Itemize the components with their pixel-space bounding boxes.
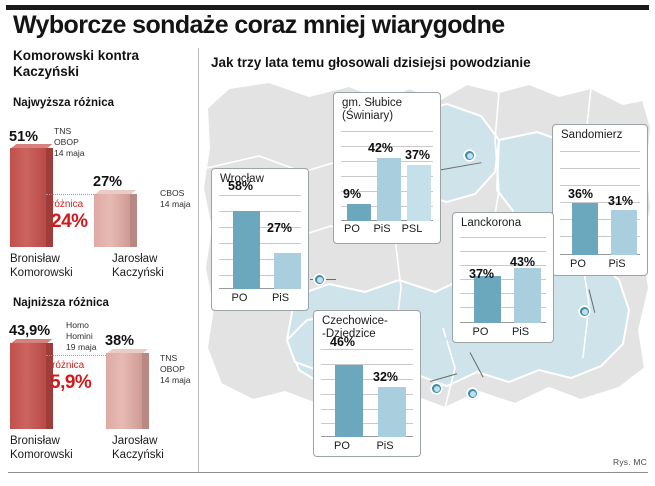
bar-front-face bbox=[10, 148, 46, 247]
bar-po-czechowice bbox=[335, 365, 363, 437]
bar-kaczynski-low bbox=[106, 349, 149, 429]
bar-po-slubice bbox=[347, 204, 371, 221]
diff-value-high: 24% bbox=[51, 211, 88, 232]
right-panel-title: Jak trzy lata temu głosowali dzisiejsi p… bbox=[211, 55, 531, 70]
bar-label-po-lanckorona: 37% bbox=[469, 267, 495, 281]
candidate-name-komorowski-high: Bronisław Komorowski bbox=[10, 253, 73, 280]
bar-front-face bbox=[10, 343, 46, 429]
axis-label-po-czechowice: PO bbox=[334, 440, 350, 452]
axis-label-pis-czechowice: PiS bbox=[376, 440, 394, 452]
bar-value-kaczynski-high: 27% bbox=[93, 174, 123, 190]
chart-box-wroclaw[interactable]: Wrocław 58% 27% PO PiS bbox=[211, 168, 309, 311]
chart-plot-lanckorona: 37% 43% bbox=[460, 237, 546, 323]
bar-side-face bbox=[46, 343, 53, 429]
bar-po-lanckorona bbox=[474, 276, 501, 323]
map-marker-sandomierz[interactable] bbox=[578, 305, 591, 318]
bar-label-pis-wroclaw: 27% bbox=[267, 221, 293, 235]
chart-plot-sandomierz: 36% 31% bbox=[560, 151, 640, 255]
bar-psl-slubice bbox=[407, 165, 431, 221]
bar-label-pis-sandomierz: 31% bbox=[608, 194, 634, 208]
bar-front-face bbox=[94, 194, 130, 247]
diff-label-low: różnica bbox=[52, 360, 85, 371]
candidate-name-kaczynski-high: Jarosław Kaczyński bbox=[112, 253, 164, 280]
bar-komorowski-high bbox=[10, 144, 53, 247]
section-subtitle-lowest: Najniższa różnica bbox=[13, 297, 109, 309]
chart-title-lanckorona: Lanckorona bbox=[461, 217, 522, 229]
bar-label-po-czechowice: 46% bbox=[330, 335, 356, 349]
bar-po-wroclaw bbox=[233, 211, 260, 289]
bar-komorowski-low bbox=[10, 339, 53, 429]
bar-po-sandomierz bbox=[572, 203, 598, 255]
bar-pis-sandomierz bbox=[611, 210, 637, 255]
diff-connector-high bbox=[46, 194, 94, 195]
chart-plot-czechowice: 46% 32% bbox=[321, 335, 413, 437]
bar-value-komorowski-high: 51% bbox=[9, 129, 39, 145]
bar-label-pis-slubice: 42% bbox=[368, 141, 394, 155]
candidate-name-komorowski-low: Bronisław Komorowski bbox=[10, 435, 73, 462]
credit-label: Rys. MC bbox=[613, 457, 647, 467]
axis-label-po-wroclaw: PO bbox=[231, 292, 248, 304]
chart-box-lanckorona[interactable]: Lanckorona 37% 43% PO PiS bbox=[452, 212, 554, 343]
bar-source-komorowski-high: TNS OBOP 14 maja bbox=[54, 126, 85, 158]
chart-box-slubice[interactable]: gm. Słubice (Świniary) 9% 42% 37% PO PiS… bbox=[333, 92, 441, 244]
map-marker-wroclaw[interactable] bbox=[313, 273, 326, 286]
axis-label-po-lanckorona: PO bbox=[472, 326, 489, 338]
bar-label-po-sandomierz: 36% bbox=[568, 187, 594, 201]
left-panel-title: Komorowski kontra Kaczyński bbox=[13, 48, 140, 80]
chart-plot-slubice: 9% 42% 37% bbox=[341, 131, 433, 221]
bar-label-pis-czechowice: 32% bbox=[373, 370, 399, 384]
axis-label-pis-sandomierz: PiS bbox=[608, 258, 626, 270]
axis-label-pis-slubice: PiS bbox=[373, 223, 391, 235]
map-marker-slubice[interactable] bbox=[463, 149, 476, 162]
bar-source-kaczynski-low: TNS OBOP 14 maja bbox=[160, 353, 191, 385]
bar-source-komorowski-low: Homo Homini 19 maja bbox=[66, 320, 97, 352]
panel-divider bbox=[198, 48, 199, 473]
bar-side-face bbox=[142, 353, 149, 429]
chart-title-slubice: gm. Słubice (Świniary) bbox=[342, 97, 403, 122]
bar-value-kaczynski-low: 38% bbox=[105, 333, 135, 349]
axis-label-po-sandomierz: PO bbox=[570, 258, 586, 270]
bottom-rule bbox=[8, 472, 648, 473]
bar-label-po-slubice: 9% bbox=[343, 187, 362, 201]
chart-title-czechowice: Czechowice- -Dziedzice bbox=[322, 315, 388, 340]
bar-side-face bbox=[46, 148, 53, 247]
top-rule bbox=[6, 5, 649, 10]
bar-kaczynski-high bbox=[94, 190, 137, 247]
chart-box-czechowice[interactable]: Czechowice- -Dziedzice 46% 32% PO PiS bbox=[313, 310, 421, 457]
bar-pis-lanckorona bbox=[514, 268, 541, 323]
diff-label-high: różnica bbox=[51, 199, 84, 210]
diff-value-low: 5,9% bbox=[50, 372, 92, 393]
chart-title-wroclaw: Wrocław bbox=[220, 173, 264, 185]
axis-label-pis-wroclaw: PiS bbox=[271, 292, 290, 304]
bar-source-kaczynski-high: CBOS 14 maja bbox=[160, 188, 191, 209]
axis-label-po-slubice: PO bbox=[344, 223, 360, 235]
chart-title-sandomierz: Sandomierz bbox=[561, 129, 623, 141]
chart-plot-wroclaw: 58% 27% bbox=[219, 179, 301, 289]
bar-pis-wroclaw bbox=[274, 253, 301, 289]
diff-connector-low bbox=[46, 355, 106, 356]
page-title: Wyborcze sondaże coraz mniej wiarygodne bbox=[13, 11, 505, 39]
bar-label-po-wroclaw: 58% bbox=[228, 179, 254, 193]
bar-side-face bbox=[130, 194, 137, 247]
bar-label-pis-lanckorona: 43% bbox=[510, 255, 536, 269]
bar-pis-czechowice bbox=[378, 387, 406, 437]
axis-label-pis-lanckorona: PiS bbox=[511, 326, 530, 338]
bar-front-face bbox=[106, 353, 142, 429]
candidate-name-kaczynski-low: Jarosław Kaczyński bbox=[112, 435, 164, 462]
section-subtitle-highest: Najwyższa różnica bbox=[13, 97, 114, 109]
bar-value-komorowski-low: 43,9% bbox=[9, 323, 51, 339]
axis-label-psl-slubice: PSL bbox=[401, 223, 423, 235]
chart-box-sandomierz[interactable]: Sandomierz 36% 31% PO PiS bbox=[552, 124, 648, 276]
map-marker-czechowice[interactable] bbox=[430, 382, 443, 395]
bar-label-psl-slubice: 37% bbox=[405, 148, 431, 162]
bar-pis-slubice bbox=[377, 158, 401, 221]
map-marker-lanckorona[interactable] bbox=[466, 387, 479, 400]
